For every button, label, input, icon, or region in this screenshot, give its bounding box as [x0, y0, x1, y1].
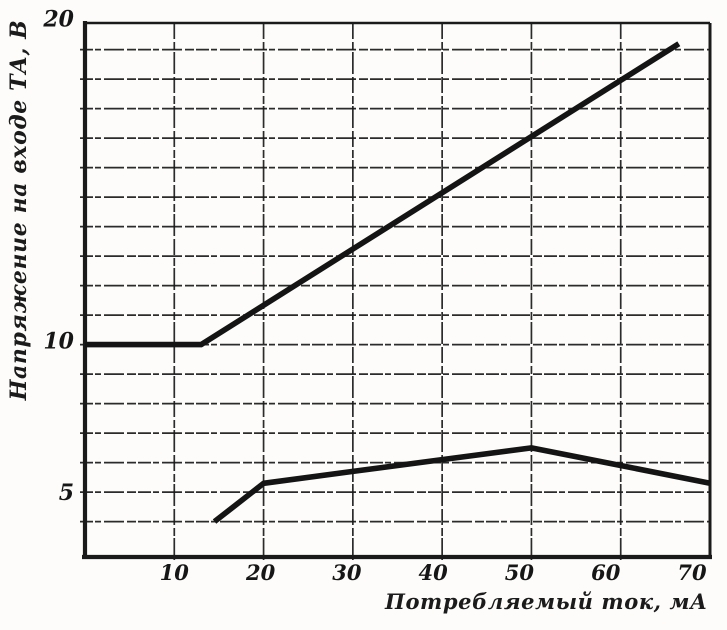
x-tick-label: 30 [332, 560, 362, 585]
y-tick-label: 20 [42, 7, 74, 33]
y-tick-label: 10 [43, 329, 74, 355]
x-axis-title: Потребляемый ток, мА [385, 589, 708, 614]
x-tick-labels: 10 20 30 40 50 60 70 [160, 560, 707, 585]
y-axis-title: Напряжение на входе ТА, В [6, 19, 32, 401]
y-tick-label: 5 [59, 480, 74, 506]
x-tick-label: 60 [591, 560, 621, 585]
series-upper-rising-line [85, 41, 681, 348]
axis-frame [82, 21, 712, 560]
series-group-0 [85, 41, 681, 348]
x-tick-label: 10 [160, 560, 190, 585]
grid [80, 23, 710, 562]
x-tick-label: 50 [505, 560, 535, 585]
x-tick-label: 70 [677, 560, 707, 585]
x-tick-label: 20 [245, 560, 276, 585]
x-tick-label: 40 [419, 560, 449, 585]
y-tick-labels: 5 10 20 [42, 7, 74, 507]
series-lower-arc-line [212, 445, 711, 524]
series-group-1 [212, 445, 711, 524]
